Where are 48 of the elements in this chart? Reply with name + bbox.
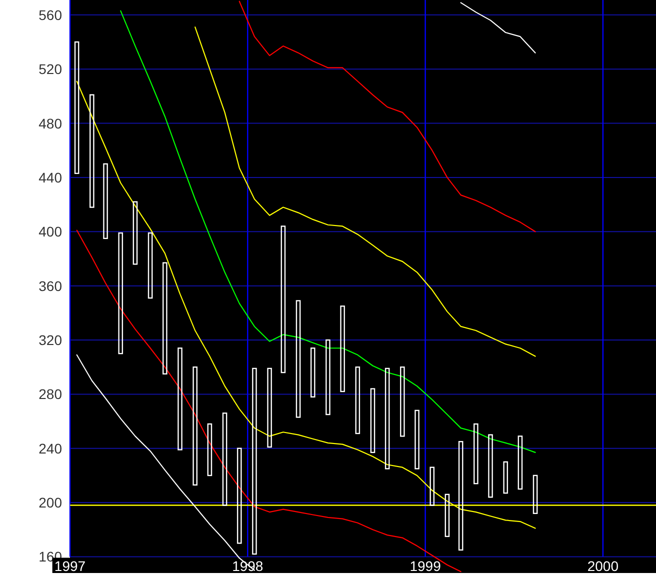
bar (384, 368, 390, 470)
y-tick-label: 320 (38, 332, 62, 348)
bar (296, 300, 301, 418)
bar (148, 232, 153, 299)
bar (532, 474, 538, 514)
bar (267, 368, 272, 448)
bar (90, 94, 94, 208)
bar (118, 232, 124, 354)
line-series (194, 26, 536, 357)
bar (236, 448, 242, 544)
x-tick-label: 1999 (410, 558, 442, 574)
bar (400, 366, 405, 437)
bar (74, 41, 80, 174)
bar (503, 461, 508, 494)
y-tick-label: 560 (38, 6, 62, 23)
bar (518, 436, 523, 490)
bar (444, 494, 450, 538)
y-tick-label: 360 (38, 278, 62, 294)
y-tick-label: 520 (38, 61, 62, 78)
bar (222, 412, 228, 506)
bar (192, 366, 198, 486)
bar (458, 441, 464, 551)
y-tick-label: 440 (38, 169, 62, 186)
bar (207, 423, 212, 476)
bar (280, 226, 286, 374)
bar (430, 466, 435, 506)
bar (340, 306, 345, 392)
bar (132, 201, 138, 265)
line-series (238, 0, 536, 232)
bar (252, 368, 257, 555)
bar (103, 163, 108, 240)
bar (326, 339, 330, 416)
line-series (460, 2, 536, 54)
bar (162, 262, 168, 374)
bar (488, 434, 493, 498)
line-series (120, 10, 536, 453)
bar (355, 366, 360, 434)
bar (474, 423, 478, 484)
y-tick-label: 480 (38, 115, 62, 132)
y-tick-label: 200 (38, 494, 62, 511)
bar (414, 410, 420, 470)
bar (370, 388, 376, 454)
y-tick-label: 240 (38, 440, 62, 456)
y-tick-label: 280 (38, 386, 62, 402)
bar (178, 348, 182, 450)
x-tick-label: 2000 (587, 558, 619, 574)
y-tick-label: 400 (38, 224, 62, 240)
bar (310, 348, 316, 398)
